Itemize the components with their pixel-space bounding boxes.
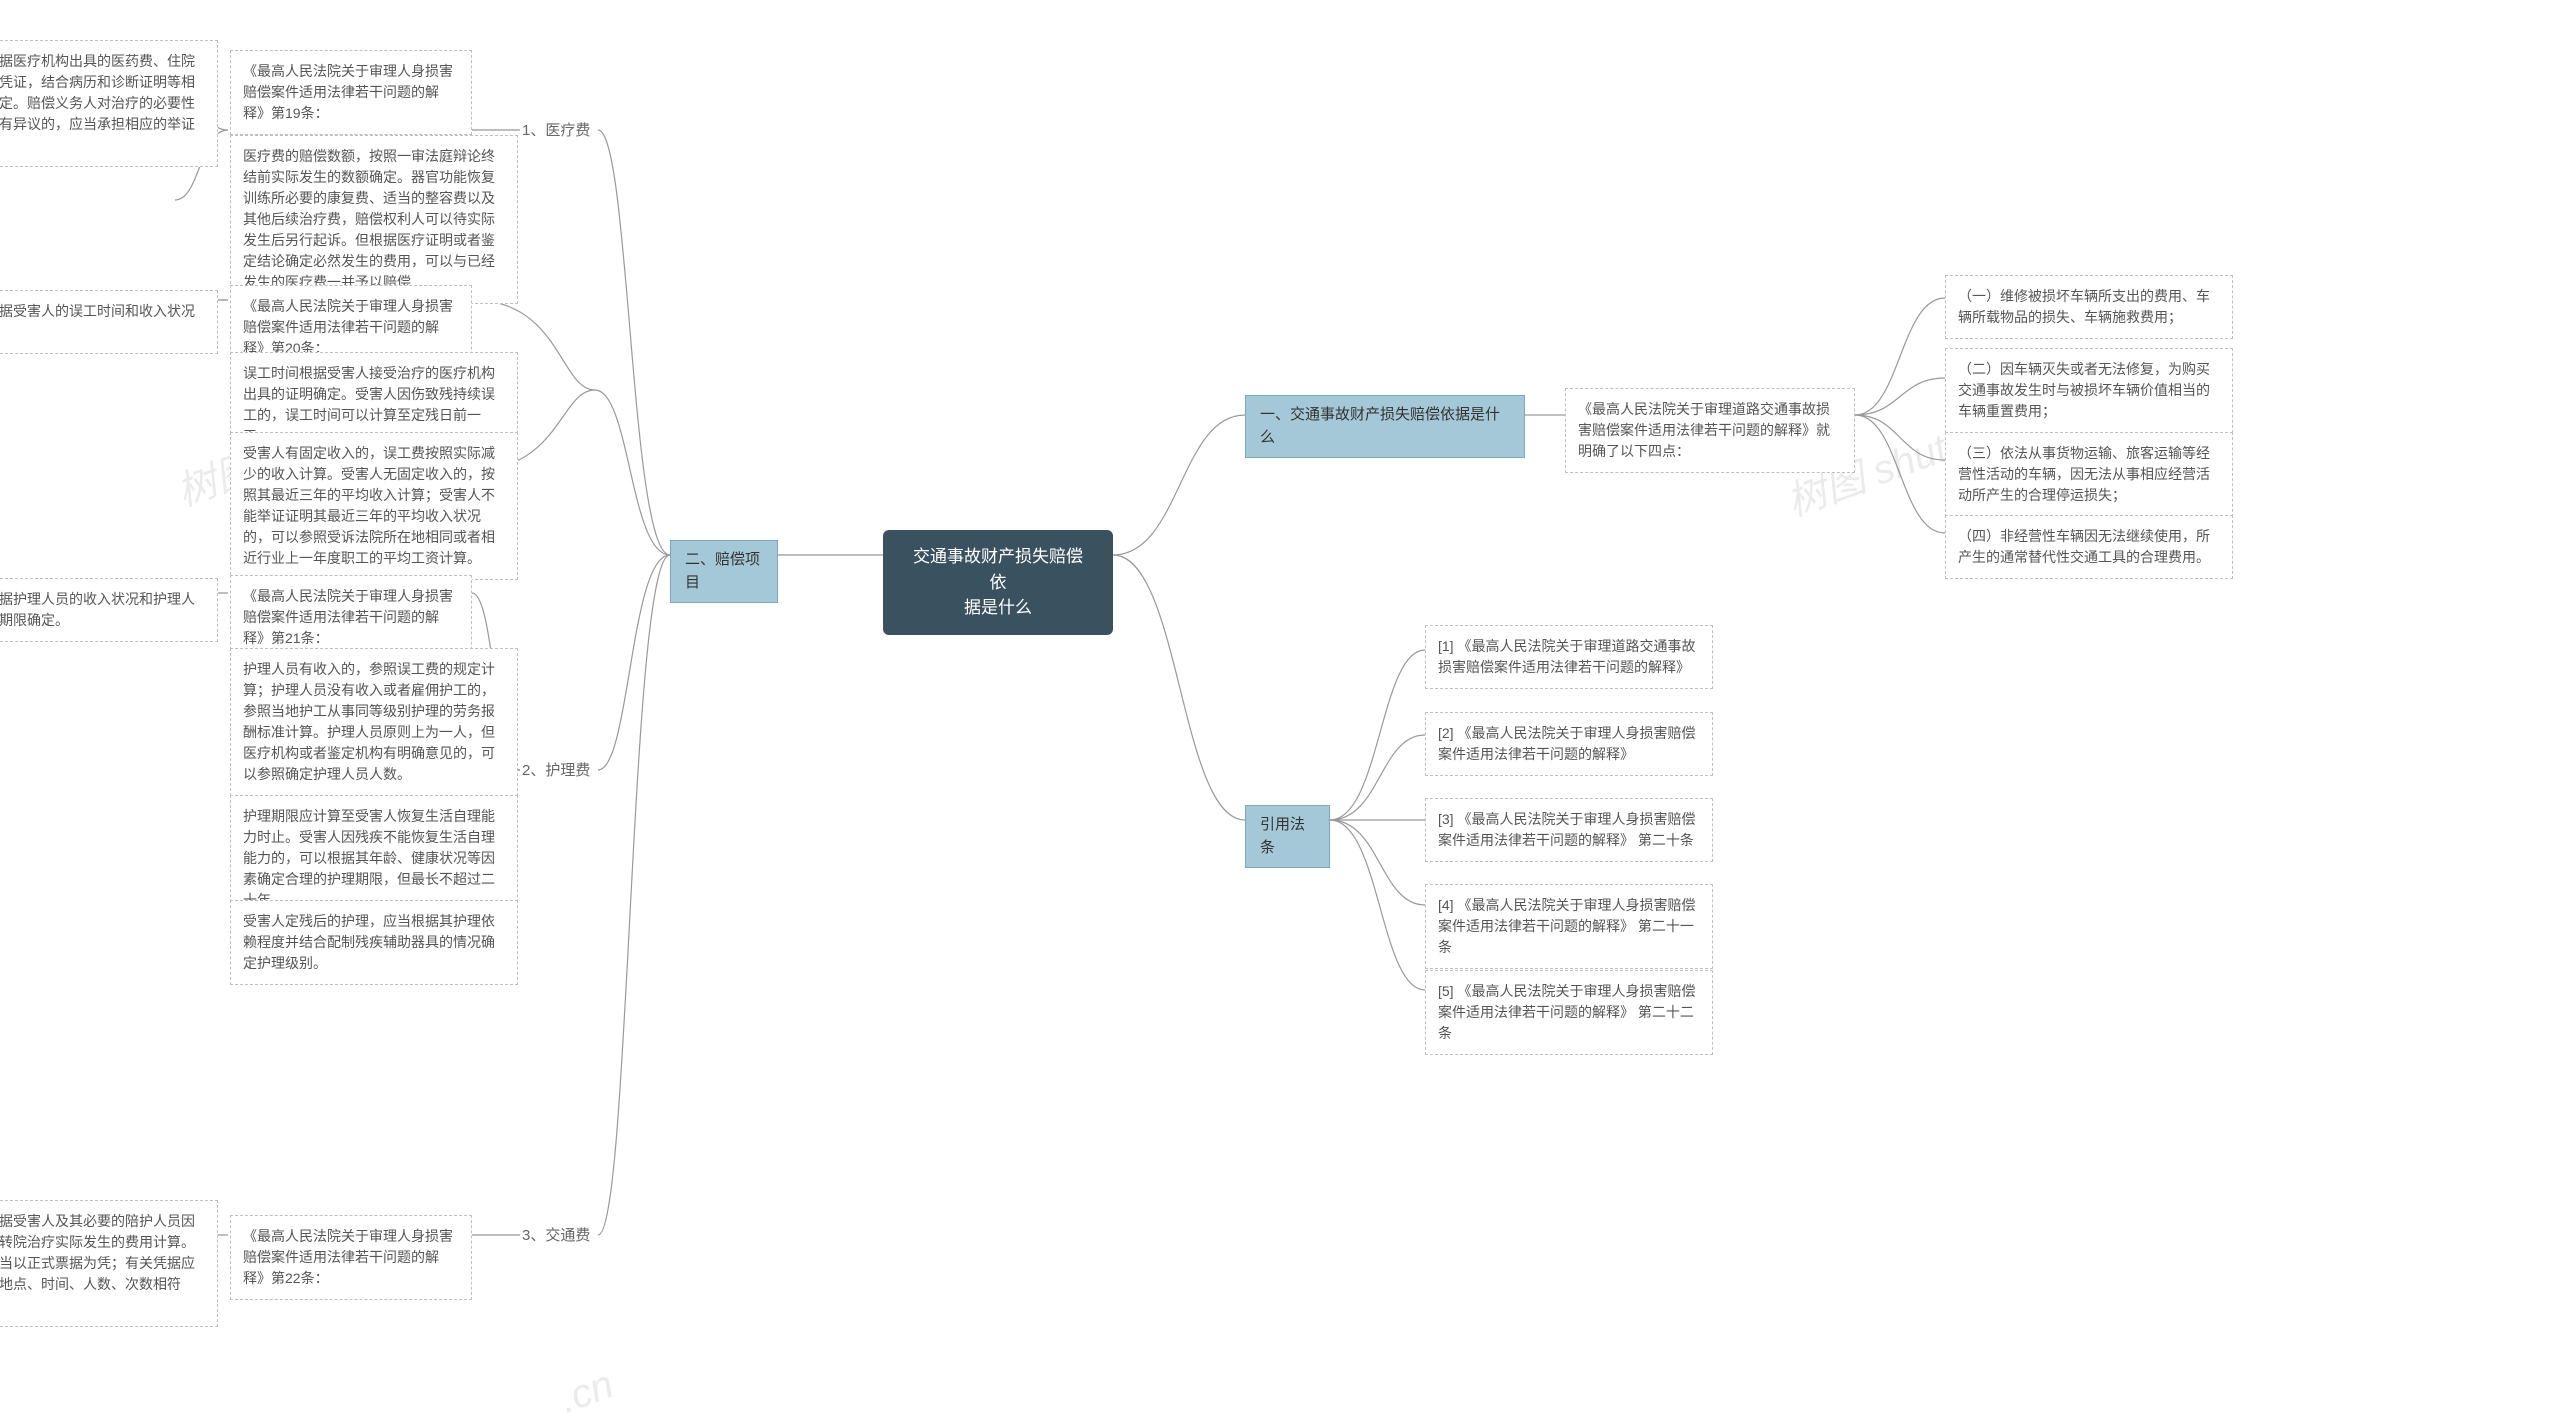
item3-leaf4: 受害人定残后的护理，应当根据其护理依赖程度并结合配制残疾辅助器具的情况确定护理级… xyxy=(230,900,518,985)
item1-leaf2-b: 医疗费的赔偿数额，按照一审法庭辩论终结前实际发生的数额确定。器官功能恢复训练所必… xyxy=(230,135,518,304)
item1-label-b: 1、医疗费 xyxy=(522,120,590,143)
item4-mid: 《最高人民法院关于审理人身损害赔偿案件适用法律若干问题的解释》第22条： xyxy=(230,1215,472,1300)
item3-leaf2: 护理人员有收入的，参照误工费的规定计算；护理人员没有收入或者雇佣护工的，参照当地… xyxy=(230,648,518,796)
item2-leaf3: 受害人有固定收入的，误工费按照实际减少的收入计算。受害人无固定收入的，按照其最近… xyxy=(230,432,518,580)
item3-leaf1: 护理费根据护理人员的收入状况和护理人数、护理期限确定。 xyxy=(0,578,218,642)
item3-label: 2、护理费 xyxy=(522,760,590,783)
item4-leaf1: 交通费根据受害人及其必要的陪护人员因就医或者转院治疗实际发生的费用计算。交通费应… xyxy=(0,1200,218,1327)
item1-mid-b: 《最高人民法院关于审理人身损害赔偿案件适用法律若干问题的解释》第19条： xyxy=(230,50,472,135)
item2-leaf1: 误工费根据受害人的误工时间和收入状况确定 xyxy=(0,290,218,354)
left-overlay: 1、医疗费 《最高人民法院关于审理人身损害赔偿案件适用法律若干问题的解释》第19… xyxy=(0,0,2560,1421)
item1-leaf1-b: 医疗费根据医疗机构出具的医药费、住院费等收款凭证，结合病历和诊断证明等相关证据确… xyxy=(0,40,218,167)
item4-label: 3、交通费 xyxy=(522,1225,590,1248)
